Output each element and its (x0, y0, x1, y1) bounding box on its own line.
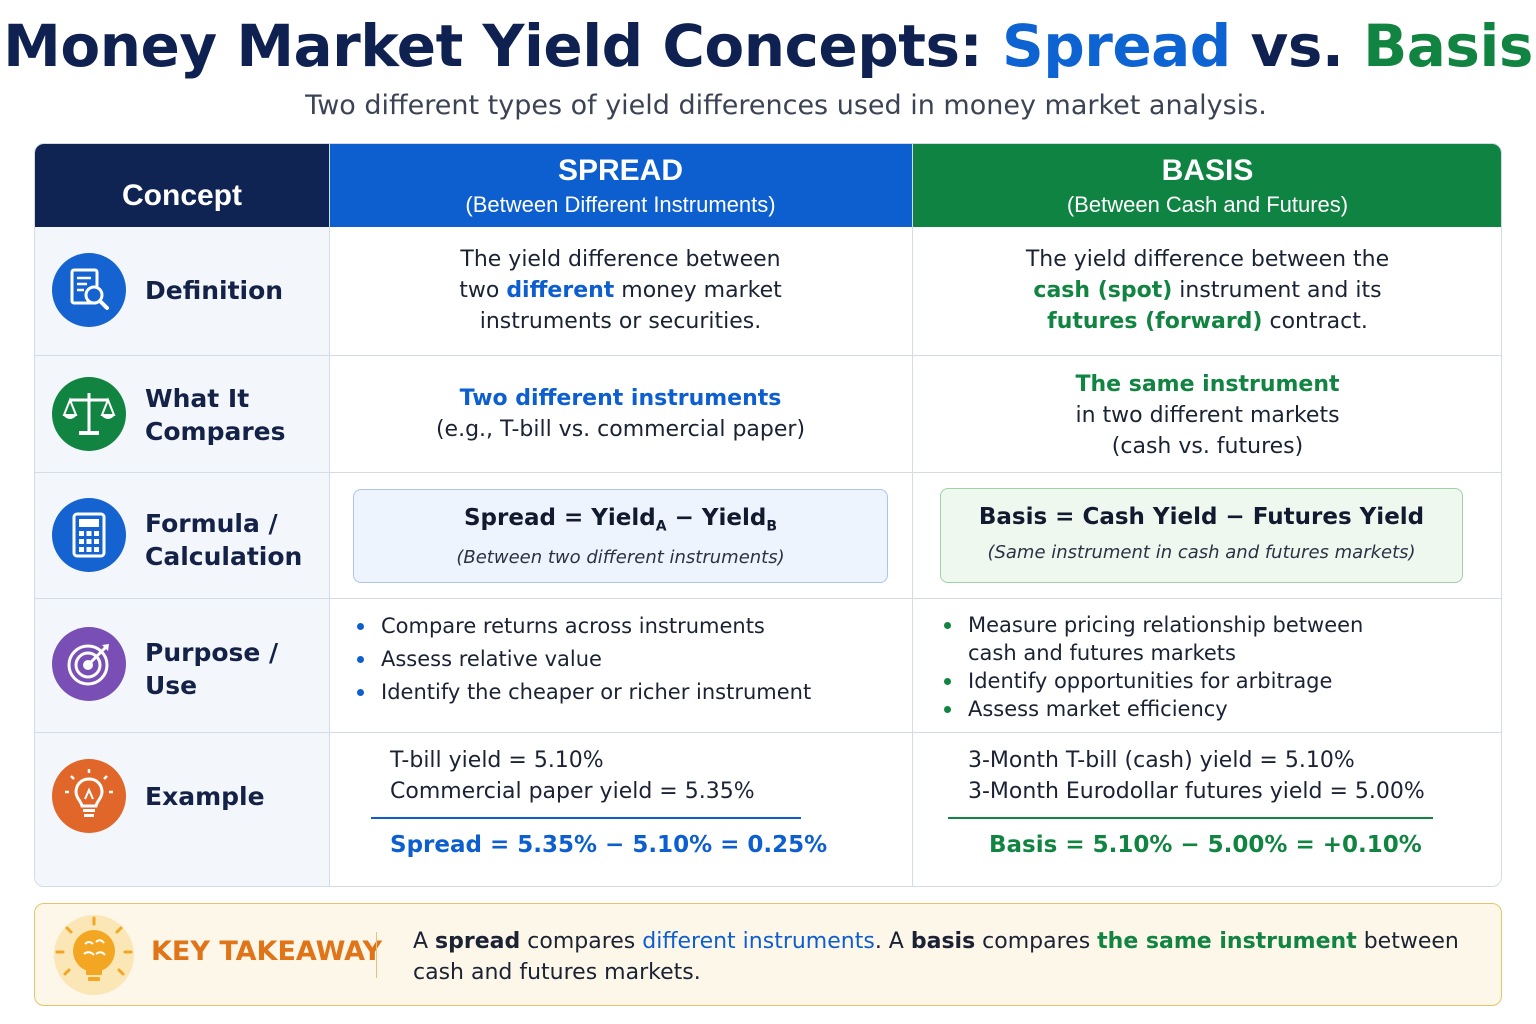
basis-purpose-list: Measure pricing relationship between cas… (940, 611, 1363, 723)
row-label-compares: What It Compares (145, 384, 286, 446)
list-item: Assess market efficiency (940, 695, 1363, 723)
list-item: Assess relative value (353, 643, 811, 676)
header-basis-title: BASIS (1161, 154, 1254, 187)
header-spread: SPREAD (Between Different Instruments) (329, 144, 912, 227)
header-spread-title: SPREAD (557, 154, 684, 187)
basis-example-result: Basis = 5.10% − 5.00% = +0.10% (989, 832, 1422, 858)
spread-purpose-list: Compare returns across instruments Asses… (353, 610, 811, 709)
divider (912, 144, 913, 886)
takeaway-text: A spread compares different instruments.… (413, 929, 1459, 985)
spread-example-rule (371, 817, 801, 819)
basis-formula: Basis = Cash Yield − Futures Yield (978, 504, 1425, 530)
target-icon (52, 627, 126, 701)
header-spread-subtitle: (Between Different Instruments) (465, 192, 776, 217)
header-basis: BASIS (Between Cash and Futures) (912, 144, 1501, 227)
row-label-formula: Formula / Calculation (145, 509, 303, 571)
list-item: cash and futures markets (968, 641, 1236, 665)
basis-example-rule (948, 817, 1433, 819)
key-takeaway-box: KEY TAKEAWAY A spread compares different… (34, 903, 1502, 1006)
document-search-icon (52, 253, 126, 327)
lightbulb-icon (52, 759, 126, 833)
list-item: Identify opportunities for arbitrage (940, 667, 1363, 695)
page-title: Money Market Yield Concepts: Spread vs. … (3, 12, 1533, 80)
divider (329, 144, 330, 886)
spread-compares: Two different instruments (e.g., T-bill … (435, 386, 806, 442)
row-label-example: Example (145, 782, 265, 811)
spread-example-result: Spread = 5.35% − 5.10% = 0.25% (390, 832, 828, 858)
spread-formula-note: (Between two different instruments) (456, 546, 785, 568)
brain-lightbulb-icon (51, 912, 137, 998)
takeaway-title: KEY TAKEAWAY (151, 936, 383, 967)
list-item: Measure pricing relationship between (940, 611, 1363, 639)
divider (35, 598, 1501, 599)
row-label-definition: Definition (145, 276, 284, 305)
row-label-purpose: Purpose / Use (145, 638, 279, 700)
header-basis-subtitle: (Between Cash and Futures) (1066, 192, 1349, 217)
list-item: Identify the cheaper or richer instrumen… (353, 676, 811, 709)
list-item: Compare returns across instruments (353, 610, 811, 643)
divider (35, 732, 1501, 733)
divider (35, 355, 1501, 356)
header-concept: Concept (35, 144, 329, 227)
spread-formula: Spread = YieldA − YieldB (463, 505, 778, 535)
spread-formula-box: Spread = YieldA − YieldB (Between two di… (353, 489, 888, 583)
divider (35, 472, 1501, 473)
page-subtitle: Two different types of yield differences… (305, 90, 1267, 121)
spread-example: T-bill yield = 5.10% Commercial paper yi… (390, 748, 755, 804)
basis-formula-note: (Same instrument in cash and futures mar… (987, 542, 1416, 563)
divider (376, 932, 377, 978)
basis-definition: The yield difference between the cash (s… (1025, 247, 1390, 334)
balance-scale-icon (52, 377, 126, 451)
basis-example: 3-Month T-bill (cash) yield = 5.10% 3-Mo… (968, 748, 1425, 804)
basis-compares: The same instrument in two different mar… (1075, 372, 1340, 459)
comparison-table: Concept SPREAD (Between Different Instru… (34, 143, 1502, 887)
calculator-icon (52, 498, 126, 572)
spread-definition: The yield difference between two differe… (459, 247, 782, 334)
basis-formula-box: Basis = Cash Yield − Futures Yield (Same… (940, 488, 1463, 583)
